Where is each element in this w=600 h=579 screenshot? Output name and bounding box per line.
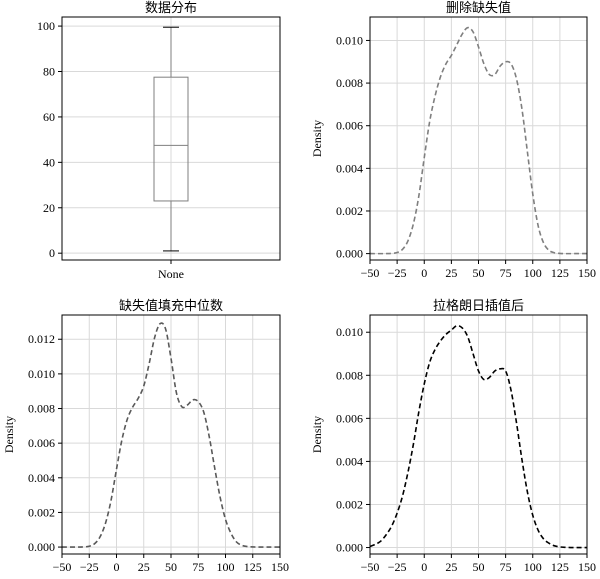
- x-tick-label: 50: [473, 266, 485, 280]
- y-axis-label: Density: [310, 416, 324, 453]
- x-tick-label: 75: [500, 266, 512, 280]
- y-tick-label: 0.004: [28, 471, 55, 485]
- x-tick-label: 50: [473, 560, 485, 574]
- density-curve: [369, 324, 587, 549]
- x-tick-label: 125: [551, 266, 569, 280]
- y-tick-label: 80: [43, 65, 55, 79]
- y-tick-label: 0.000: [28, 540, 55, 554]
- y-tick-label: 0.010: [336, 33, 363, 47]
- chart-panel-3: 缺失值填充中位数 −50 −25 0 25 50 75 100 125 150 0.000 0.002…: [2, 298, 289, 574]
- x-tick-label: 125: [551, 560, 569, 574]
- y-tick-label: 40: [43, 155, 55, 169]
- y-tick-label: 0.000: [336, 541, 363, 555]
- y-tick-label: 0.004: [336, 161, 363, 175]
- chart-title: 删除缺失值: [446, 0, 511, 16]
- density-curve: [369, 26, 587, 255]
- plot-frame: [61, 16, 281, 261]
- y-tick-label: 0.004: [336, 454, 363, 468]
- x-tick-label: 100: [524, 266, 542, 280]
- y-tick-label: 0.008: [28, 402, 55, 416]
- plot-frame: [369, 16, 588, 261]
- x-tick-label: −50: [361, 560, 380, 574]
- y-axis-label: Density: [2, 416, 16, 453]
- y-tick-label: 0: [49, 246, 55, 260]
- y-tick-label: 0.008: [336, 368, 363, 382]
- chart-panel-1: 数据分布 0 20 40 60 80 100 None: [37, 1, 281, 281]
- x-tick-label: 25: [445, 560, 457, 574]
- x-tick-label: 25: [138, 560, 150, 574]
- x-tick-label: 150: [578, 560, 596, 574]
- plot-frame: [61, 314, 281, 555]
- x-tick-label: 25: [445, 266, 457, 280]
- x-tick-label: 100: [524, 560, 542, 574]
- chart-title: 缺失值填充中位数: [119, 298, 223, 314]
- x-tick-label: 125: [244, 560, 262, 574]
- x-tick-label: −25: [80, 560, 99, 574]
- chart-panel-2: 删除缺失值 −50 −25 0 25 50 75 100 125 150 0.000 0.002 0.0…: [310, 0, 596, 280]
- density-curve: [61, 322, 280, 548]
- y-tick-label: 0.002: [336, 497, 363, 511]
- x-tick-label: 75: [192, 560, 204, 574]
- x-tick-label: 150: [578, 266, 596, 280]
- x-tick-label: 0: [421, 266, 427, 280]
- y-tick-label: 60: [43, 110, 55, 124]
- x-tick-label: 50: [165, 560, 177, 574]
- x-tick-label: 100: [217, 560, 235, 574]
- y-tick-label: 0.012: [28, 332, 55, 346]
- x-tick-label: −25: [388, 266, 407, 280]
- y-tick-label: 0.002: [336, 204, 363, 218]
- x-tick-label: −25: [388, 560, 407, 574]
- y-axis-label: Density: [310, 120, 324, 157]
- chart-panel-4: 拉格朗日插值后 −50 −25 0 25 50 75 100 125 150 0.000 0.002 0…: [310, 298, 596, 574]
- box-iqr: [153, 76, 189, 202]
- x-tick-label: 75: [500, 560, 512, 574]
- x-tick-label: −50: [53, 560, 72, 574]
- y-tick-label: 0.006: [336, 411, 363, 425]
- chart-title: 拉格朗日插值后: [433, 298, 524, 314]
- y-tick-label: 0.006: [28, 436, 55, 450]
- y-tick-label: 0.008: [336, 76, 363, 90]
- x-tick-label: 0: [421, 560, 427, 574]
- chart-title: 数据分布: [145, 1, 197, 16]
- x-tick-label: −50: [361, 266, 380, 280]
- y-tick-label: 0.010: [28, 367, 55, 381]
- y-tick-label: 0.010: [336, 325, 363, 339]
- x-tick-label: None: [158, 267, 184, 281]
- x-tick-label: 150: [271, 560, 289, 574]
- y-tick-label: 0.000: [336, 247, 363, 261]
- plot-frame: [369, 314, 588, 555]
- y-tick-label: 100: [37, 19, 55, 33]
- y-tick-label: 0.006: [336, 119, 363, 133]
- x-tick-label: 0: [114, 560, 120, 574]
- y-tick-label: 0.002: [28, 505, 55, 519]
- y-tick-label: 20: [43, 201, 55, 215]
